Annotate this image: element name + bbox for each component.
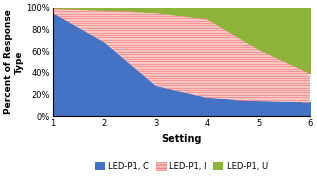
Y-axis label: Percent of Response
Type: Percent of Response Type [4, 10, 23, 115]
X-axis label: Setting: Setting [161, 134, 202, 144]
Legend: LED-P1, C, LED-P1, I, LED-P1, U: LED-P1, C, LED-P1, I, LED-P1, U [95, 162, 268, 171]
